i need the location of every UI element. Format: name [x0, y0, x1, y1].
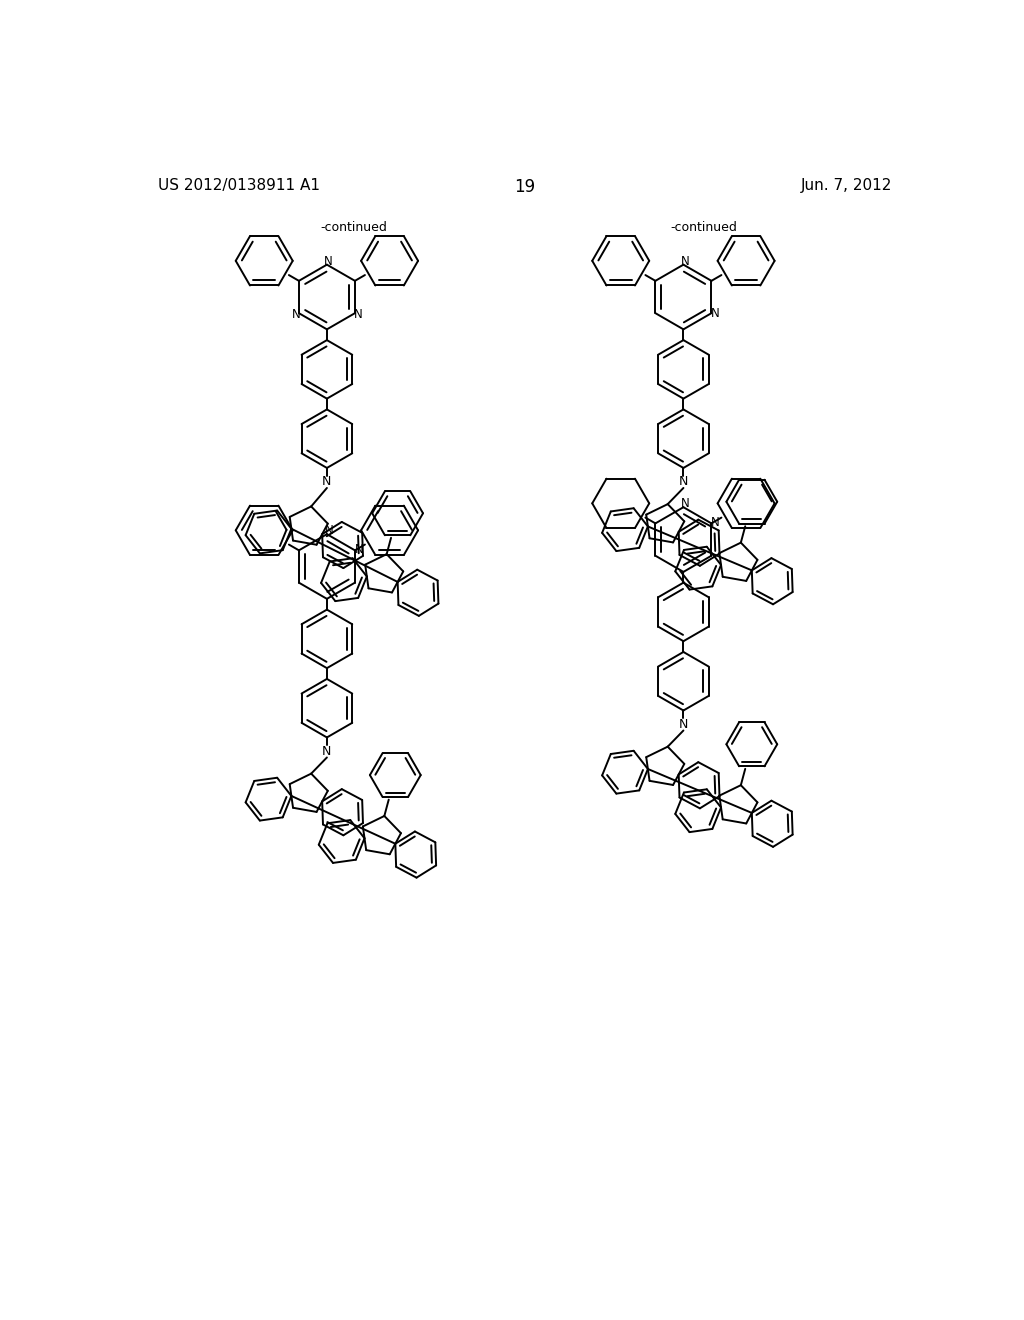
Text: 19: 19 [514, 178, 536, 195]
Text: N: N [354, 543, 364, 556]
Text: N: N [323, 744, 332, 758]
Text: N: N [681, 255, 690, 268]
Text: N: N [325, 524, 334, 537]
Text: N: N [711, 516, 720, 529]
Text: US 2012/0138911 A1: US 2012/0138911 A1 [158, 178, 319, 193]
Text: -continued: -continued [671, 222, 737, 234]
Text: N: N [324, 255, 333, 268]
Text: N: N [679, 718, 688, 731]
Text: Jun. 7, 2012: Jun. 7, 2012 [801, 178, 892, 193]
Text: N: N [292, 308, 300, 321]
Text: N: N [679, 475, 688, 488]
Text: N: N [323, 475, 332, 488]
Text: -continued: -continued [321, 222, 387, 234]
Text: N: N [711, 308, 720, 321]
Text: N: N [681, 496, 690, 510]
Text: N: N [353, 308, 362, 321]
